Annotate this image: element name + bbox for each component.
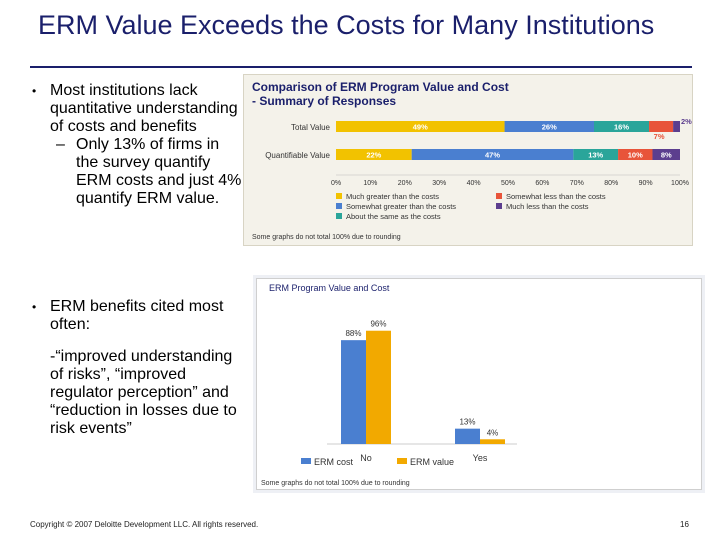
stacked-bar-chart: Comparison of ERM Program Value and Cost…	[252, 80, 692, 241]
bar	[366, 330, 391, 444]
bar-segment	[618, 149, 653, 160]
copyright-footer: Copyright © 2007 Deloitte Development LL…	[30, 520, 259, 529]
bullet-2-quote: -“improved understanding of risks”, “imp…	[50, 348, 237, 437]
chart-note: Some graphs do not total 100% due to rou…	[252, 234, 401, 241]
data-label: 2%	[681, 117, 692, 126]
bar-segment	[504, 121, 594, 132]
chart-subtitle: - Summary of Responses	[252, 94, 396, 108]
data-label: 13%	[459, 418, 475, 427]
x-tick-label: 0%	[331, 180, 341, 187]
x-tick-label: 70%	[570, 180, 584, 187]
data-label: 8%	[661, 151, 672, 160]
data-label: 26%	[542, 123, 557, 132]
bullet-1-sub-text: Only 13% of firms in the survey quantify…	[76, 136, 242, 207]
bar	[480, 439, 505, 444]
slide-title: ERM Value Exceeds the Costs for Many Ins…	[38, 10, 655, 40]
x-tick-label: 50%	[501, 180, 515, 187]
bar-segment	[411, 149, 574, 160]
bar-segment	[649, 121, 674, 132]
data-label: 96%	[370, 320, 386, 329]
category-label: Total Value	[291, 123, 331, 132]
data-label: 13%	[588, 151, 603, 160]
x-tick-label: 90%	[639, 180, 653, 187]
legend-label: ERM value	[410, 457, 454, 467]
legend-swatch	[496, 203, 502, 209]
x-tick-label: 60%	[535, 180, 549, 187]
legend-label: ERM cost	[314, 457, 354, 467]
bar-segment	[673, 121, 680, 132]
legend-label: Much less than the costs	[506, 202, 589, 211]
bullet-group-1: Most institutions lack quantitative unde…	[30, 82, 245, 208]
bullet-1: Most institutions lack quantitative unde…	[30, 82, 245, 136]
bullet-1-sub: – Only 13% of firms in the survey quanti…	[30, 136, 245, 208]
x-tick-label: 80%	[604, 180, 618, 187]
title-divider	[30, 66, 692, 68]
grouped-bar-chart: ERM Program Value and Cost 88% 96% No 13% 4% Y…	[261, 283, 517, 487]
legend-swatch	[397, 458, 407, 464]
data-label: 47%	[485, 151, 500, 160]
category-label: Quantifiable Value	[265, 151, 330, 160]
x-tick-label: 20%	[398, 180, 412, 187]
bullet-group-2: ERM benefits cited most often: -“improve…	[30, 298, 245, 438]
x-tick-label: 40%	[467, 180, 481, 187]
legend-label: Much greater than the costs	[346, 192, 439, 201]
legend-swatch	[336, 213, 342, 219]
chart-title: Comparison of ERM Program Value and Cost	[252, 80, 509, 94]
chart-note: Some graphs do not total 100% due to rou…	[261, 480, 410, 487]
x-tick-label: 100%	[671, 180, 689, 187]
sub-bullet-dash: –	[56, 136, 65, 153]
bar-segment	[594, 121, 650, 132]
bullet-2: ERM benefits cited most often:	[30, 298, 245, 334]
bar-segment	[336, 149, 412, 160]
legend-label: About the same as the costs	[346, 212, 441, 221]
x-tick-label: 10%	[363, 180, 377, 187]
legend-label: Somewhat greater than the costs	[346, 202, 456, 211]
chart-title: ERM Program Value and Cost	[269, 283, 390, 293]
data-label: 4%	[487, 428, 499, 437]
category-label: No	[360, 453, 372, 463]
bar	[455, 428, 480, 444]
bar-segment	[336, 121, 505, 132]
legend-swatch	[301, 458, 311, 464]
category-label: Yes	[473, 453, 488, 463]
data-label: 16%	[614, 123, 629, 132]
data-label: 88%	[345, 329, 361, 338]
legend-swatch	[336, 203, 342, 209]
data-label: 22%	[366, 151, 381, 160]
data-label: 7%	[654, 132, 665, 141]
legend-swatch	[336, 193, 342, 199]
bar-segment	[652, 149, 680, 160]
bar-segment	[573, 149, 619, 160]
legend-label: Somewhat less than the costs	[506, 192, 606, 201]
legend-swatch	[496, 193, 502, 199]
stacked-bar-chart-panel: Comparison of ERM Program Value and Cost…	[243, 74, 693, 246]
data-label: 10%	[628, 151, 643, 160]
data-label: 49%	[413, 123, 428, 132]
page-number: 16	[680, 520, 689, 529]
grouped-bar-chart-panel: ERM Program Value and Cost 88% 96% No 13% 4% Y…	[256, 278, 702, 490]
bar	[341, 340, 366, 444]
x-tick-label: 30%	[432, 180, 446, 187]
